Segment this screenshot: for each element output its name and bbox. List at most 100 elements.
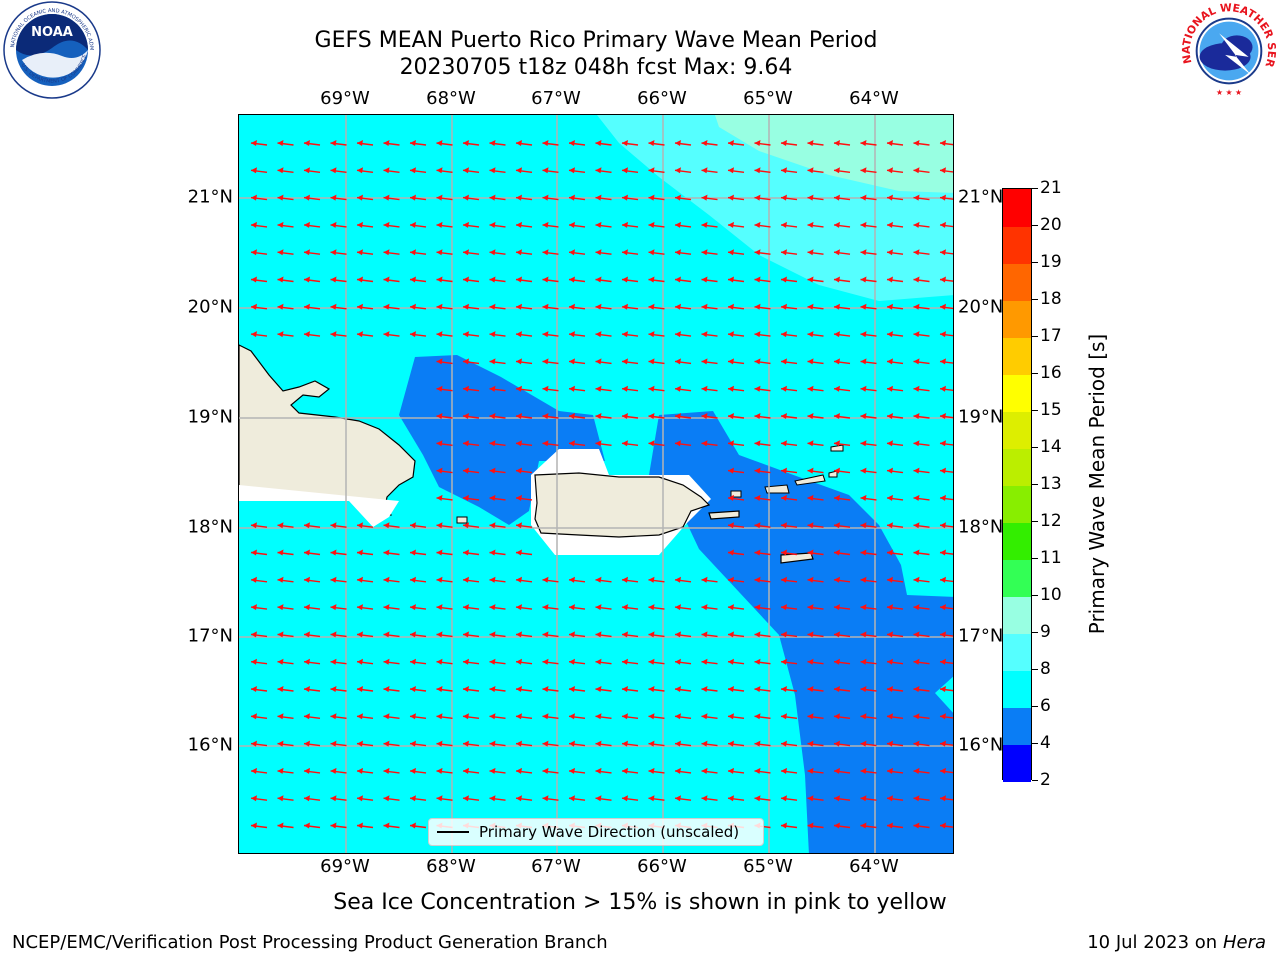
wave-arrow xyxy=(780,385,798,392)
wave-arrow xyxy=(568,303,586,310)
wave-arrow xyxy=(754,276,771,283)
wave-arrow xyxy=(489,249,506,256)
wave-arrow xyxy=(701,413,718,419)
wave-arrow xyxy=(621,358,639,365)
wave-arrow xyxy=(727,740,745,747)
wave-arrow xyxy=(515,358,533,365)
wave-arrow xyxy=(939,549,953,556)
colorbar-segment xyxy=(1003,374,1031,412)
wave-arrow xyxy=(409,658,427,665)
wave-arrow xyxy=(489,440,506,447)
wave-arrow xyxy=(383,740,400,747)
colorbar-tick-label: 12 xyxy=(1040,511,1062,531)
wave-arrow xyxy=(780,276,798,283)
wave-direction-arrows xyxy=(250,140,953,829)
wave-arrow xyxy=(886,740,904,747)
wave-arrow xyxy=(727,522,745,529)
wave-arrow xyxy=(780,140,798,146)
wave-arrow xyxy=(383,522,400,529)
wave-arrow xyxy=(648,658,665,665)
colorbar-segment xyxy=(1003,744,1031,782)
wave-arrow xyxy=(621,276,639,283)
wave-arrow xyxy=(780,795,798,802)
wave-arrow xyxy=(754,658,771,665)
wave-arrow xyxy=(409,194,427,201)
wave-arrow xyxy=(886,494,904,501)
wave-arrow xyxy=(542,686,559,692)
wave-arrow xyxy=(886,167,904,174)
wave-arrow xyxy=(303,713,321,720)
wave-arrow xyxy=(515,413,533,419)
wave-arrow xyxy=(250,658,268,665)
wave-arrow xyxy=(754,385,771,392)
wave-arrow xyxy=(860,604,877,611)
wave-arrow xyxy=(648,686,665,692)
wave-arrow xyxy=(568,658,586,665)
wave-arrow xyxy=(277,604,294,611)
wave-arrow xyxy=(409,604,427,611)
wave-arrow xyxy=(330,221,347,228)
wave-arrow xyxy=(595,604,612,611)
wave-arrow xyxy=(780,522,798,529)
wave-arrow xyxy=(277,631,294,638)
wave-arrow xyxy=(674,140,692,146)
wave-arrow xyxy=(330,522,347,529)
wave-arrow xyxy=(383,331,400,338)
wave-arrow xyxy=(595,686,612,692)
wave-arrow xyxy=(489,740,506,747)
wave-arrow xyxy=(807,795,824,802)
wave-arrow xyxy=(913,713,930,720)
wave-arrow xyxy=(754,795,771,802)
wave-arrow xyxy=(621,604,639,611)
wave-arrow xyxy=(383,604,400,611)
wave-arrow xyxy=(674,358,692,365)
wave-arrow xyxy=(330,740,347,747)
wave-arrow xyxy=(462,331,480,338)
wave-arrow xyxy=(913,249,930,256)
colorbar-segment xyxy=(1003,189,1031,227)
wave-arrow xyxy=(807,576,824,583)
wave-arrow xyxy=(303,522,321,529)
wave-arrow xyxy=(568,740,586,747)
wave-arrow xyxy=(701,167,718,174)
lat-tick-right: 21°N xyxy=(958,186,1004,208)
wave-arrow xyxy=(303,140,321,146)
wave-arrow xyxy=(913,522,930,529)
wave-arrow xyxy=(674,713,692,720)
wave-arrow xyxy=(807,140,824,146)
wave-arrow xyxy=(303,249,321,256)
wave-arrow xyxy=(833,440,851,447)
wave-arrow xyxy=(727,549,745,556)
map-legend: Primary Wave Direction (unscaled) xyxy=(428,818,764,846)
wave-arrow xyxy=(674,385,692,392)
wave-arrow xyxy=(754,413,771,419)
wave-arrow xyxy=(807,440,824,447)
wave-arrow xyxy=(860,467,877,474)
wave-arrow xyxy=(595,194,612,201)
wave-arrow xyxy=(727,576,745,583)
wave-arrow xyxy=(886,713,904,720)
lat-tick-right: 18°N xyxy=(958,516,1004,538)
wave-arrow xyxy=(356,795,374,802)
wave-arrow xyxy=(330,576,347,583)
wave-arrow xyxy=(886,658,904,665)
wave-arrow xyxy=(886,631,904,638)
wave-arrow xyxy=(330,713,347,720)
footer-branch: NCEP/EMC/Verification Post Processing Pr… xyxy=(12,932,608,953)
wave-arrow xyxy=(595,631,612,638)
wave-arrow xyxy=(939,576,953,583)
wave-arrow xyxy=(277,822,294,829)
chart-subtitle: 20230705 t18z 048h fcst Max: 9.64 xyxy=(399,55,793,80)
wave-arrow xyxy=(436,658,453,665)
wave-arrow xyxy=(250,740,268,747)
wave-arrow xyxy=(568,767,586,774)
wave-arrow xyxy=(489,713,506,720)
colorbar-tickmark xyxy=(1032,410,1038,411)
wave-arrow xyxy=(674,413,692,419)
wave-arrow xyxy=(621,140,639,146)
wave-arrow xyxy=(330,331,347,338)
wave-arrow xyxy=(886,331,904,338)
wave-arrow xyxy=(277,194,294,201)
wave-arrow xyxy=(436,576,453,583)
wave-arrow xyxy=(277,713,294,720)
